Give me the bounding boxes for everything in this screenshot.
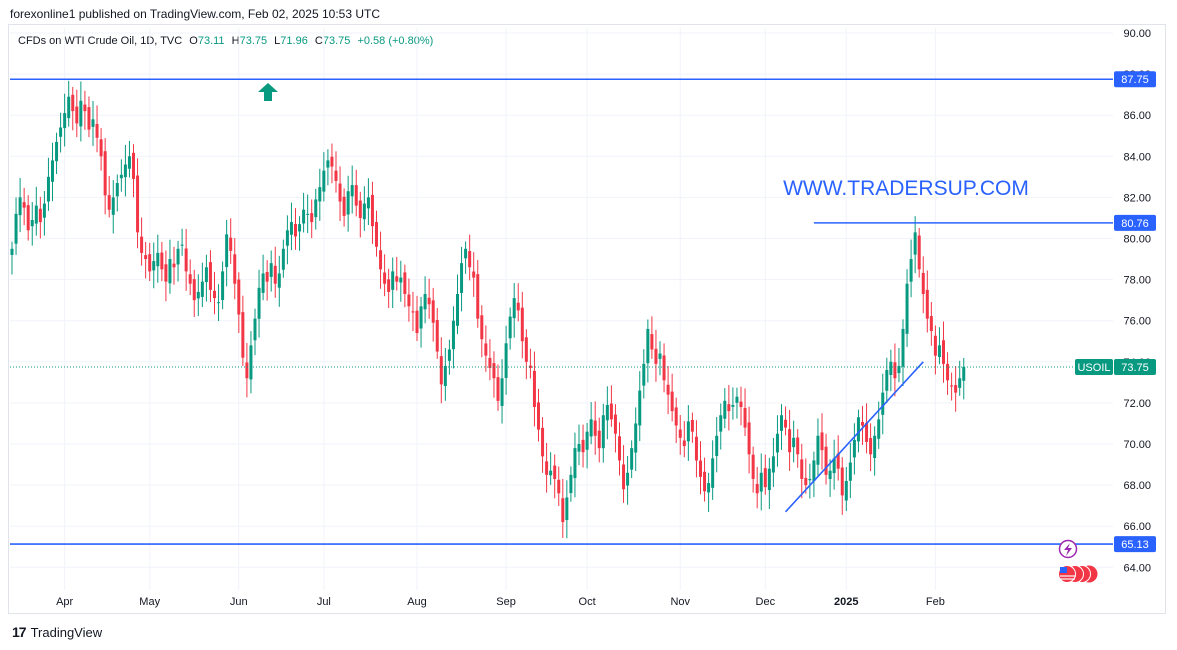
close-label: C — [314, 35, 323, 47]
symbol-legend: CFDs on WTI Crude Oil, 1D, TVC O73.11 H7… — [18, 35, 433, 47]
chart-frame — [8, 24, 1166, 614]
brand-name: TradingView — [30, 624, 103, 640]
symbol-name[interactable]: CFDs on WTI Crude Oil, 1D, TVC — [18, 35, 183, 47]
high-label: H — [231, 35, 240, 47]
low-label: L — [274, 35, 281, 47]
tradingview-logo-icon: 17 — [12, 624, 27, 640]
close-value: 73.75 — [322, 35, 351, 47]
low-value: 71.96 — [280, 35, 308, 47]
open-value: 73.11 — [197, 35, 225, 47]
change-value: +0.58 (+0.80%) — [357, 35, 434, 47]
high-value: 73.75 — [239, 35, 268, 47]
tradingview-footer[interactable]: 17 TradingView — [12, 624, 102, 640]
publisher-caption: forexonline1 published on TradingView.co… — [10, 7, 381, 21]
open-label: O — [189, 35, 198, 47]
